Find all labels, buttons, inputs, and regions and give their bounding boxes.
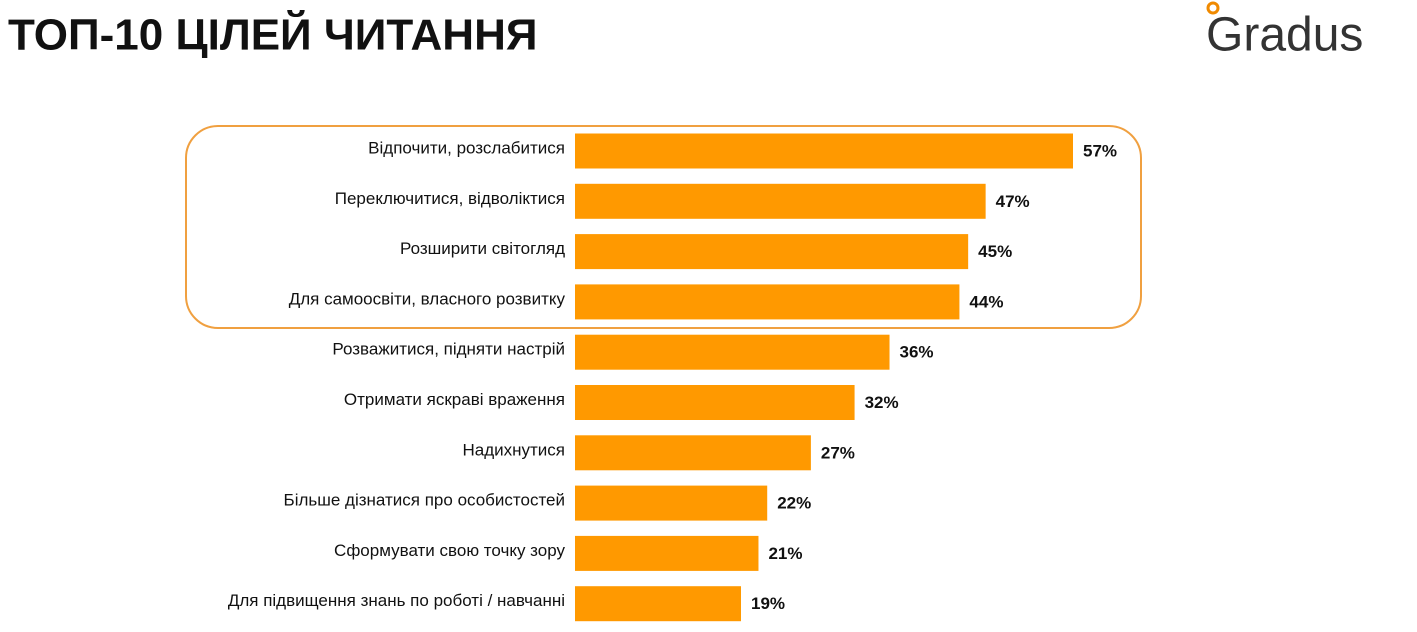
logo-dot (1206, 1, 1220, 15)
category-label: Отримати яскраві враження (344, 390, 565, 409)
bar (575, 435, 811, 471)
bar (575, 586, 741, 622)
category-label: Переключитися, відволіктися (335, 189, 565, 208)
bar (575, 234, 969, 270)
bar (575, 284, 960, 320)
value-label: 57% (1083, 141, 1117, 160)
value-label: 19% (751, 594, 785, 613)
bar (575, 485, 768, 521)
category-label: Розважитися, підняти настрій (332, 340, 565, 359)
highlight-frame (185, 125, 1142, 329)
value-label: 22% (777, 494, 811, 513)
value-label: 44% (969, 292, 1003, 311)
chart-title: ТОП-10 ЦІЛЕЙ ЧИТАННЯ (8, 9, 537, 60)
category-label: Більше дізнатися про особистостей (284, 491, 565, 510)
category-label: Розширити світогляд (400, 239, 565, 258)
logo: Gradus (1206, 9, 1363, 62)
bar (575, 183, 986, 219)
category-label: Для підвищення знань по роботі / навчанн… (228, 591, 565, 610)
value-label: 27% (821, 443, 855, 462)
bar (575, 334, 890, 370)
value-label: 21% (768, 544, 802, 563)
value-label: 45% (978, 242, 1012, 261)
category-label: Для самоосвіти, власного розвитку (289, 289, 566, 308)
value-label: 47% (996, 192, 1030, 211)
value-label: 32% (865, 393, 899, 412)
bar (575, 535, 759, 571)
category-label: Відпочити, розслабитися (368, 138, 565, 157)
category-label: Надихнутися (462, 440, 565, 459)
value-label: 36% (900, 343, 934, 362)
bar (575, 385, 855, 420)
bar (575, 133, 1073, 169)
category-label: Сформувати свою точку зору (334, 541, 565, 560)
